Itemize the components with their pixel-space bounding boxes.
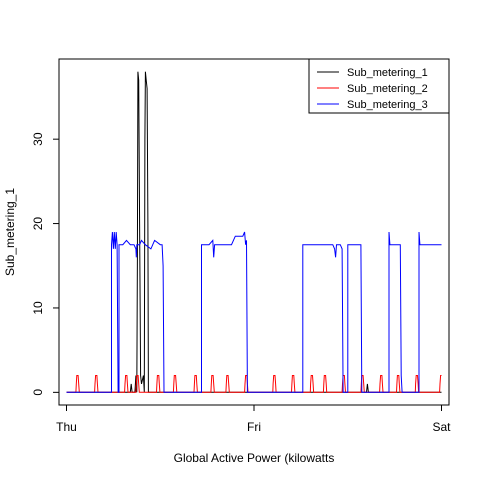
x-axis: Thu Fri Sat [56,404,451,434]
y-tick-label: 10 [31,301,45,315]
y-tick-label: 30 [31,132,45,146]
plot-series [66,71,442,393]
x-tick-label: Sat [432,420,451,434]
y-axis-title: Sub_metering_1 [3,188,17,276]
x-tick-label: Fri [247,420,261,434]
legend-label: Sub_metering_3 [347,99,428,111]
legend-label: Sub_metering_1 [347,67,428,79]
y-tick-label: 20 [31,217,45,231]
y-axis: 0 10 20 30 [31,132,60,396]
x-axis-title: Global Active Power (kilowatts [174,451,335,465]
legend: Sub_metering_1 Sub_metering_2 Sub_metering… [308,58,450,114]
series-line-3 [66,231,442,393]
legend-label: Sub_metering_2 [347,83,428,95]
x-tick-label: Thu [56,420,77,434]
y-tick-label: 0 [31,389,45,396]
